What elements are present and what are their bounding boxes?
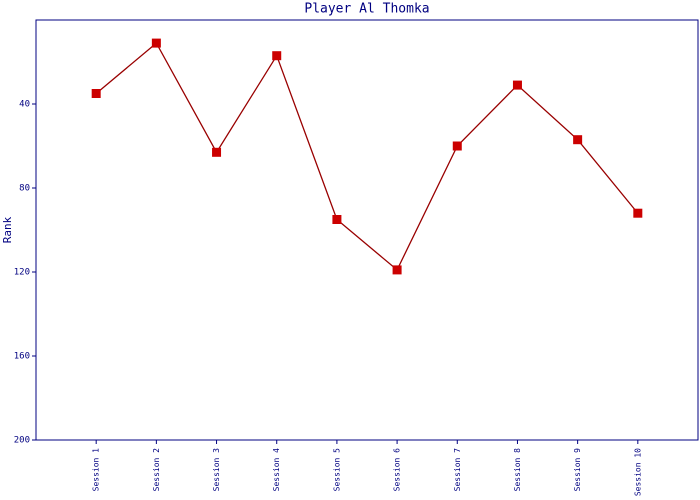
x-tick-label: Session 9	[573, 448, 582, 492]
x-tick-label: Session 10	[633, 448, 642, 496]
y-tick-label: 160	[14, 352, 30, 362]
point-marker	[332, 215, 342, 224]
point-marker	[392, 265, 402, 275]
x-tick-label: Session 1	[92, 448, 101, 492]
y-tick-label: 80	[19, 184, 30, 194]
y-tick-label: 40	[19, 100, 30, 110]
point-marker	[452, 141, 462, 151]
plot-frame	[35, 19, 699, 441]
x-tick-label: Session 2	[152, 448, 161, 492]
x-tick-label: Session 8	[513, 448, 522, 492]
point-marker	[633, 208, 643, 218]
x-tick-label: Session 6	[393, 448, 402, 492]
y-axis-label: Rank	[1, 216, 14, 243]
x-tick-label: Session 4	[272, 448, 281, 492]
chart-title: Player Al Thomka	[304, 2, 429, 17]
point-marker	[151, 38, 161, 48]
point-marker	[212, 147, 222, 157]
point-marker	[272, 51, 282, 61]
series-line	[95, 42, 639, 271]
x-tick-label: Session 3	[212, 448, 221, 492]
x-tick-label: Session 7	[453, 448, 462, 492]
point-marker	[512, 80, 522, 90]
y-tick-label: 120	[14, 268, 30, 278]
x-tick-label: Session 5	[332, 448, 341, 492]
point-marker	[91, 89, 101, 98]
y-tick-label: 200	[14, 436, 30, 446]
point-marker	[573, 135, 583, 145]
